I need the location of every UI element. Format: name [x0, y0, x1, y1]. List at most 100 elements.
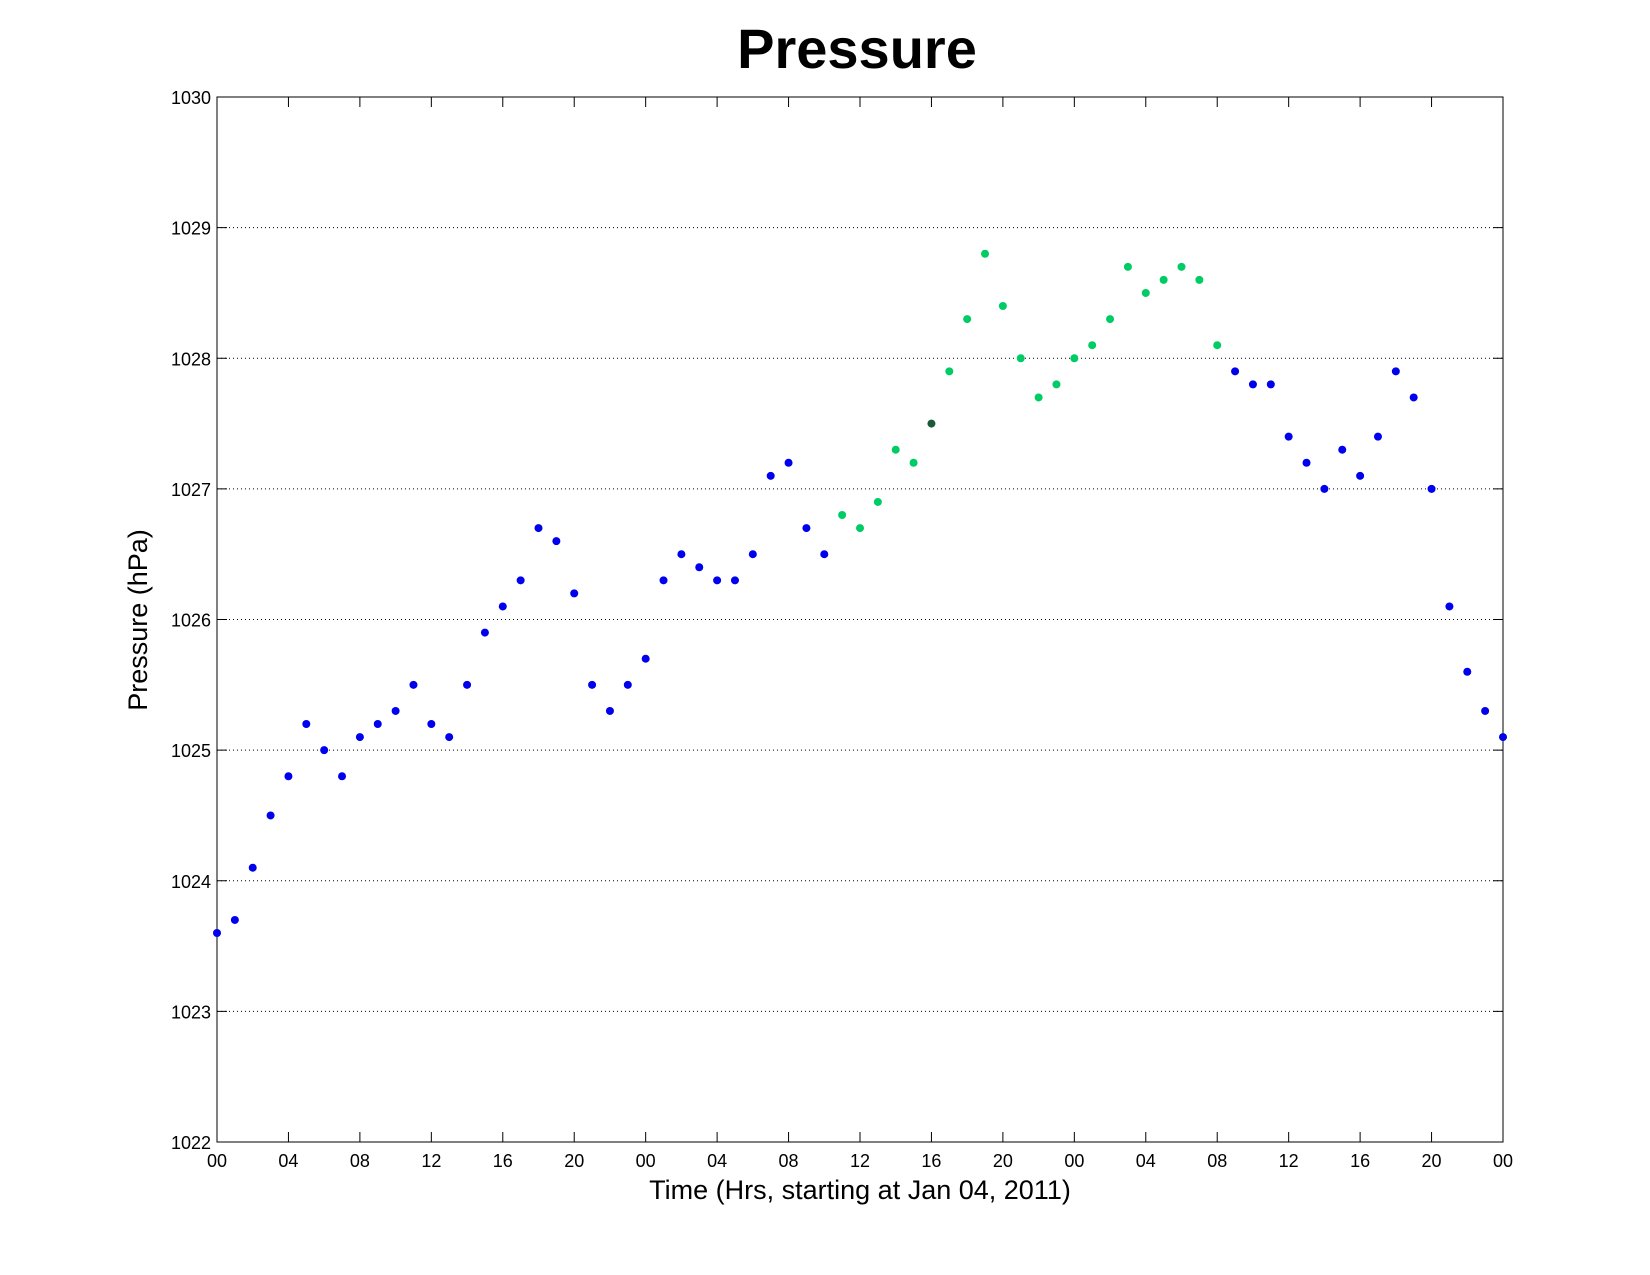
y-tick-labels: 1022 1023 1024 1025 1026 1027 1028 1029 1030: [171, 88, 211, 1153]
data-point: [695, 563, 704, 572]
data-point: [1088, 341, 1097, 350]
data-point: [713, 576, 722, 585]
data-point: [570, 589, 579, 598]
y-tick-label: 1029: [171, 219, 211, 239]
data-point: [1356, 471, 1365, 480]
x-tick-label: 04: [1136, 1151, 1156, 1171]
data-point: [963, 315, 972, 324]
data-point: [498, 602, 507, 611]
data-point: [909, 458, 918, 467]
x-tick-labels: 00 04 08 12 16 20 00 04 08 12 16 20 00 04 08 12 16 20 00: [207, 1151, 1513, 1171]
data-point: [1445, 602, 1454, 611]
x-tick-label: 16: [921, 1151, 941, 1171]
x-tick-label: 00: [636, 1151, 656, 1171]
y-tick-label: 1025: [171, 741, 211, 761]
x-tick-label: 20: [1422, 1151, 1442, 1171]
plot-area-frame: [216, 96, 1504, 1143]
data-point: [373, 720, 382, 728]
data-point: [820, 550, 829, 559]
data-point: [927, 419, 936, 428]
data-point: [1195, 275, 1204, 284]
data-point: [659, 576, 668, 585]
data-point: [1159, 275, 1168, 284]
data-point: [730, 576, 739, 585]
x-tick-label: 20: [564, 1151, 584, 1171]
data-point: [1177, 262, 1186, 271]
data-point: [641, 654, 650, 663]
data-point: [355, 733, 364, 742]
y-tick-label: 1030: [171, 88, 211, 108]
data-point: [1034, 393, 1043, 402]
x-tick-label: 12: [1279, 1151, 1299, 1171]
chart-title: Pressure: [737, 17, 977, 80]
x-tick-label: 00: [1493, 1151, 1513, 1171]
data-point: [748, 550, 757, 559]
data-point: [856, 524, 864, 533]
data-point: [302, 720, 311, 728]
data-point: [391, 706, 400, 715]
data-point: [1499, 733, 1507, 742]
data-point: [1373, 432, 1382, 441]
x-tick-label: 16: [493, 1151, 513, 1171]
x-tick-label: 16: [1350, 1151, 1370, 1171]
x-tick-label: 20: [993, 1151, 1013, 1171]
data-point: [463, 680, 472, 689]
data-point: [945, 367, 954, 376]
data-point: [981, 249, 990, 258]
data-points: [213, 249, 1507, 937]
y-tick-label: 1023: [171, 1002, 211, 1022]
y-tick-label: 1026: [171, 611, 211, 631]
y-tick-label: 1027: [171, 480, 211, 500]
data-point: [1338, 445, 1347, 454]
data-point: [802, 524, 811, 533]
data-point: [534, 524, 543, 533]
y-tick-label: 1024: [171, 872, 211, 892]
data-point: [873, 497, 882, 506]
data-point: [409, 680, 418, 689]
data-point: [1409, 393, 1418, 402]
data-point: [552, 537, 561, 546]
data-point: [766, 471, 775, 480]
y-tick-label: 1028: [171, 349, 211, 369]
data-point: [838, 511, 847, 519]
data-point: [1391, 367, 1400, 376]
data-point: [213, 929, 221, 937]
data-point: [998, 302, 1007, 310]
data-point: [1106, 315, 1115, 324]
data-point: [338, 772, 347, 781]
data-point: [320, 746, 329, 755]
data-point: [445, 733, 454, 742]
data-point: [230, 915, 239, 924]
data-point: [266, 811, 275, 820]
data-point: [1213, 341, 1222, 350]
x-tick-label: 12: [421, 1151, 441, 1171]
x-tick-label: 04: [707, 1151, 727, 1171]
data-point: [1302, 458, 1311, 467]
data-point: [605, 706, 614, 715]
x-axis-label: Time (Hrs, starting at Jan 04, 2011): [649, 1175, 1071, 1205]
data-point: [1231, 367, 1240, 376]
data-point: [1266, 380, 1275, 389]
x-tick-label: 08: [350, 1151, 370, 1171]
data-point: [1016, 354, 1025, 363]
data-point: [427, 720, 436, 728]
data-point: [1463, 667, 1472, 676]
data-point: [1248, 380, 1257, 389]
data-point: [284, 772, 293, 781]
data-point: [1123, 262, 1132, 271]
data-point: [1284, 432, 1293, 441]
data-point: [588, 680, 597, 689]
data-point: [1141, 288, 1150, 297]
data-point: [1070, 354, 1079, 363]
data-point: [677, 550, 686, 559]
data-point: [891, 445, 900, 454]
data-point: [623, 680, 632, 689]
x-tick-label: 08: [1207, 1151, 1227, 1171]
y-axis-label: Pressure (hPa): [123, 529, 153, 711]
y-tick-label: 1022: [171, 1133, 211, 1153]
data-point: [1481, 706, 1490, 715]
data-point: [480, 628, 489, 637]
data-point: [516, 576, 525, 585]
